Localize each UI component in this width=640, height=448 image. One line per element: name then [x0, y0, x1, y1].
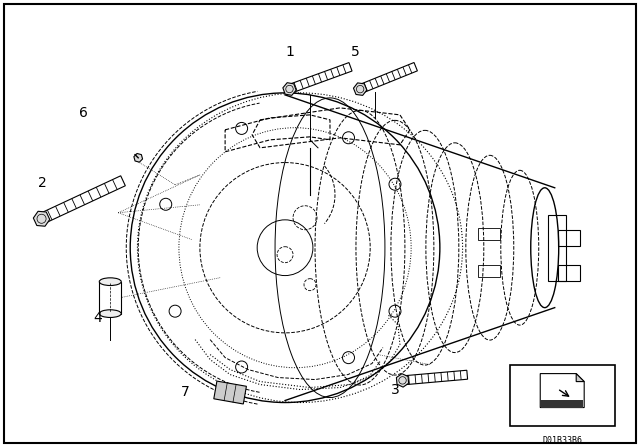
Bar: [478, 228, 500, 240]
Polygon shape: [214, 381, 246, 404]
Text: 2: 2: [38, 176, 47, 190]
Polygon shape: [283, 83, 296, 95]
Ellipse shape: [99, 278, 121, 285]
Bar: [557, 230, 580, 246]
Polygon shape: [353, 83, 367, 95]
Text: D01B33B6: D01B33B6: [542, 436, 582, 445]
Polygon shape: [39, 176, 125, 224]
Polygon shape: [540, 374, 584, 408]
Bar: [541, 400, 583, 408]
Polygon shape: [358, 63, 417, 93]
Polygon shape: [396, 374, 408, 387]
Polygon shape: [288, 63, 352, 93]
Polygon shape: [99, 282, 121, 314]
Text: 6: 6: [79, 106, 88, 120]
Text: 5: 5: [351, 45, 359, 59]
Polygon shape: [134, 154, 143, 162]
Ellipse shape: [99, 310, 121, 318]
Text: 4: 4: [93, 310, 102, 325]
Bar: [557, 265, 580, 280]
Polygon shape: [33, 211, 50, 226]
Polygon shape: [402, 370, 468, 385]
Text: 1: 1: [285, 45, 294, 59]
Bar: [510, 365, 614, 426]
Text: 7: 7: [180, 384, 189, 399]
Text: 3: 3: [390, 383, 399, 396]
Polygon shape: [576, 374, 584, 382]
Bar: [478, 265, 500, 277]
Bar: [548, 215, 566, 280]
